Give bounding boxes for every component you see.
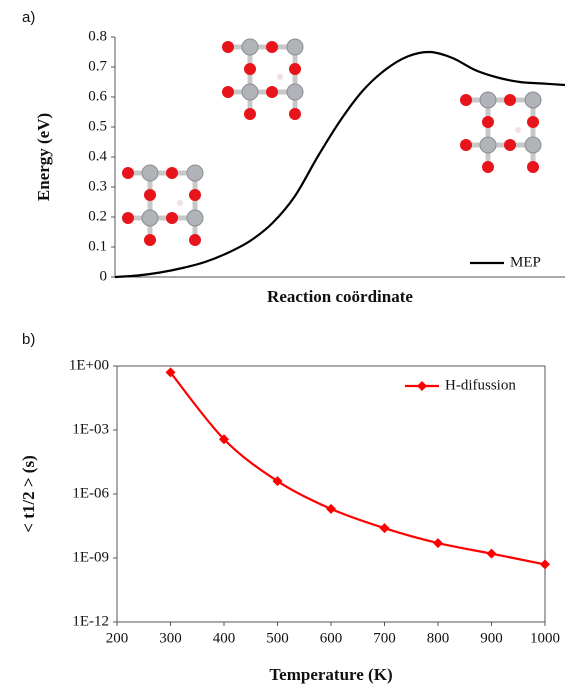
y-tick-label: 0.4 [88,148,107,164]
x-tick-label: 200 [106,630,129,646]
panel-label: b) [22,331,35,348]
y-tick-label: 0.2 [88,208,107,224]
legend-marker [417,381,427,391]
y-axis-title: < t1/2 > (s) [19,455,38,532]
x-tick-label: 800 [427,630,450,646]
x-tick-label: 600 [320,630,343,646]
y-axis-title: Energy (eV) [34,113,53,201]
y-tick-label: 1E-03 [72,421,109,437]
y-tick-label: 0.1 [88,238,107,254]
y-tick-label: 0.5 [88,118,107,134]
y-tick-label: 1E-09 [72,549,109,565]
x-tick-label: 300 [159,630,182,646]
y-tick-label: 0.7 [88,58,107,74]
y-tick-label: 1E-06 [72,485,109,501]
marker [379,523,390,534]
plot-frame [116,365,546,623]
marker [165,367,176,378]
series-line [114,50,566,279]
series-line [169,371,546,566]
marker [540,559,550,570]
panel-label: a) [22,9,35,26]
y-tick-label: 0.3 [88,178,107,194]
x-axis-title: Temperature (K) [269,665,392,684]
marker [219,434,229,445]
legend-label: H-difussion [445,377,516,393]
marker [272,476,283,487]
x-tick-label: 500 [266,630,289,646]
molecule [122,165,203,246]
x-tick-label: 1000 [530,630,560,646]
y-tick-label: 0.6 [88,88,107,104]
y-tick-label: 0.8 [88,28,107,44]
molecule [222,39,303,120]
marker [433,538,443,549]
y-tick-label: 1E+00 [69,357,109,373]
molecule-images [122,39,541,246]
x-tick-label: 700 [373,630,396,646]
y-tick-label: 1E-12 [72,613,109,629]
marker [486,548,497,559]
y-tick-label: 0 [100,268,108,284]
panel: a) 0 0.1 0.2 0.3 0.4 0.5 0.6 0.7 0.8 Energy (eV) Re… [22,9,566,306]
molecule [460,92,541,173]
x-axis-title: Reaction coördinate [267,287,413,306]
x-tick-label: 400 [213,630,236,646]
legend-label: MEP [510,254,541,270]
marker [326,503,336,514]
x-tick-label: 900 [480,630,503,646]
